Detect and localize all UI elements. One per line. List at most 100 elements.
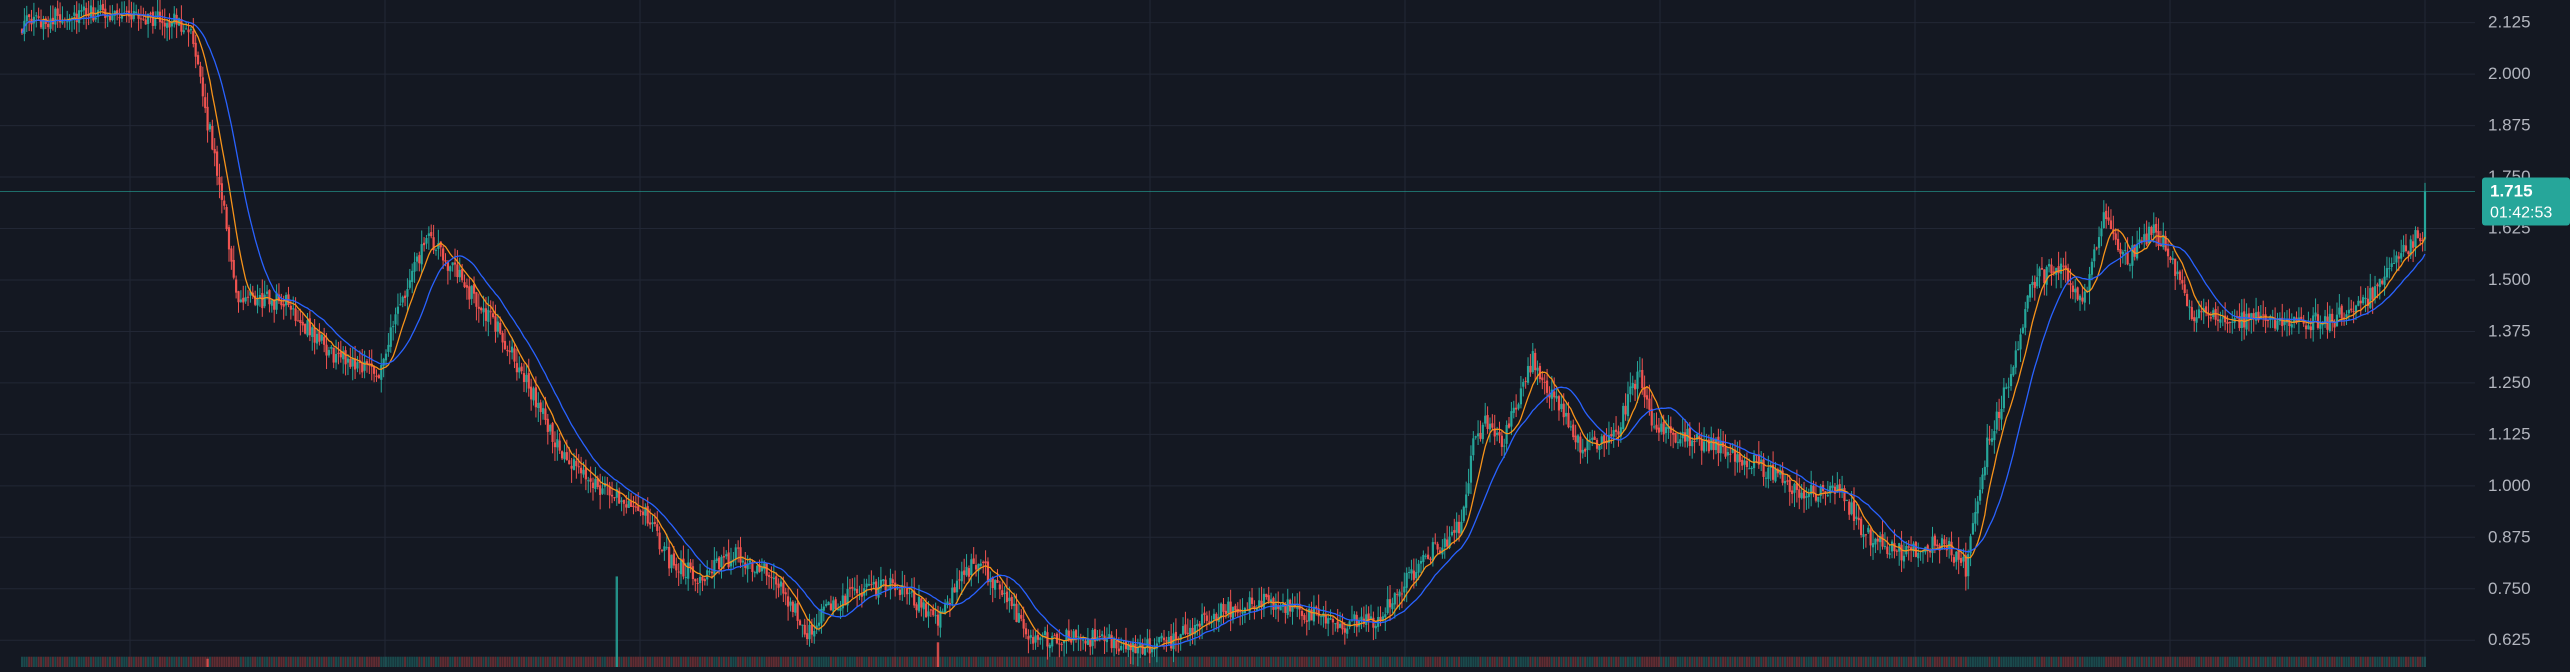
candle-body: [1645, 395, 1649, 400]
candle-body: [2105, 210, 2108, 220]
candle: [420, 230, 423, 274]
volume-bar: [2266, 656, 2269, 667]
candle: [1205, 611, 1208, 631]
volume-bar: [1969, 656, 1972, 667]
volume-bar: [1695, 656, 1698, 667]
candle: [1855, 504, 1858, 526]
volume-bar: [2381, 656, 2384, 667]
candle-body: [2345, 314, 2348, 318]
volume-bar: [237, 656, 240, 667]
volume-bar: [2269, 656, 2272, 667]
candle-body: [35, 15, 38, 17]
candle: [1398, 589, 1401, 610]
candle: [1179, 633, 1182, 651]
candle: [1881, 520, 1884, 550]
candle-body: [1974, 512, 1977, 524]
candle-body: [1457, 521, 1461, 534]
candle-body: [563, 452, 566, 460]
volume-bar: [2305, 656, 2308, 667]
volume-bar: [944, 656, 947, 667]
volume-bar: [2162, 656, 2165, 667]
candle-body: [1657, 427, 1660, 433]
volume-bar: [634, 656, 637, 667]
candle-body: [798, 620, 802, 626]
candle: [85, 2, 88, 30]
candle: [1943, 535, 1946, 550]
volume-bar: [51, 656, 54, 667]
volume-bar: [1265, 656, 1268, 667]
candle: [817, 608, 821, 632]
volume-bar: [587, 656, 590, 667]
candle: [734, 543, 737, 566]
candle: [794, 600, 797, 616]
last-price-badge: [2482, 177, 2570, 226]
candle-body: [534, 387, 538, 408]
candle-body: [2183, 284, 2186, 294]
candle: [1262, 588, 1266, 618]
volume-bar: [1872, 656, 1875, 667]
candle: [1403, 572, 1406, 602]
candle-body: [2107, 217, 2110, 221]
candle-body: [237, 291, 240, 303]
volume-bar: [1120, 656, 1123, 667]
candle-body: [951, 587, 954, 604]
candle: [908, 588, 911, 605]
volume-bar: [1491, 656, 1494, 667]
volume-bar: [2352, 656, 2355, 667]
candle: [1800, 484, 1803, 500]
volume-bar: [879, 656, 882, 667]
candle-body: [349, 358, 352, 367]
volume-bar: [318, 656, 321, 667]
candle: [998, 580, 1001, 600]
volume-bar: [306, 656, 309, 667]
candle-body: [2283, 320, 2286, 325]
candle: [1617, 425, 1620, 447]
candle: [1802, 481, 1806, 513]
volume-bar: [515, 656, 518, 667]
candle: [1914, 541, 1917, 558]
candle-body: [2314, 312, 2317, 317]
candle-body: [2093, 249, 2096, 262]
candle: [499, 316, 502, 335]
volume-bar: [770, 656, 773, 667]
volume-bar: [116, 656, 119, 667]
volume-bar: [508, 656, 511, 667]
candle-body: [1455, 521, 1458, 533]
volume-bar: [913, 656, 916, 667]
candle: [1048, 642, 1051, 657]
candle: [632, 496, 635, 515]
volume-bar: [299, 656, 302, 667]
candle: [135, 4, 138, 15]
candle: [166, 19, 169, 42]
volume-bar: [2010, 656, 2013, 667]
candle-body: [392, 326, 395, 328]
candle: [427, 226, 430, 250]
candle-body: [1679, 439, 1682, 444]
volume-bar: [1807, 656, 1810, 667]
candle: [822, 600, 825, 622]
candle-body: [399, 304, 402, 306]
volume-bar: [575, 656, 578, 667]
candle-body: [227, 227, 231, 250]
volume-bar: [1824, 656, 1827, 667]
volume-bar: [1924, 656, 1927, 667]
candle-body: [1688, 427, 1691, 446]
candle-body: [827, 601, 830, 606]
candle: [1886, 536, 1889, 559]
volume-bar: [1396, 656, 1399, 667]
candle: [1008, 586, 1011, 613]
candle-body: [1027, 636, 1030, 640]
candle: [237, 290, 240, 313]
candle-body: [2069, 282, 2072, 286]
candle-body: [1410, 569, 1413, 574]
volume-bar: [2421, 656, 2424, 667]
candle: [1940, 534, 1944, 551]
volume-bar: [2300, 656, 2303, 667]
candle: [1674, 432, 1677, 444]
volume-bar: [582, 656, 585, 667]
candle-body: [1384, 614, 1387, 618]
candle: [1529, 353, 1532, 377]
candle-body: [20, 29, 24, 34]
